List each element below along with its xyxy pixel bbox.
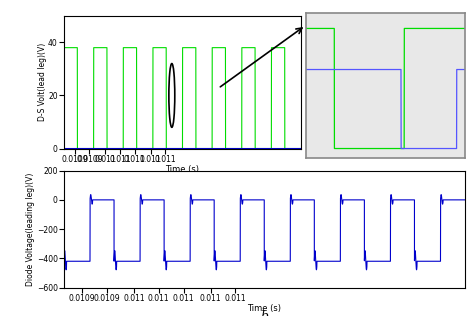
X-axis label: Time (s): Time (s) — [247, 304, 281, 313]
Text: b: b — [260, 310, 268, 316]
Y-axis label: Diode Voltage(leading leg)(V): Diode Voltage(leading leg)(V) — [27, 173, 36, 286]
X-axis label: Time (s): Time (s) — [165, 165, 200, 174]
Text: a: a — [179, 185, 186, 198]
Y-axis label: D-S Volt(lead leg)(V): D-S Volt(lead leg)(V) — [37, 43, 46, 121]
